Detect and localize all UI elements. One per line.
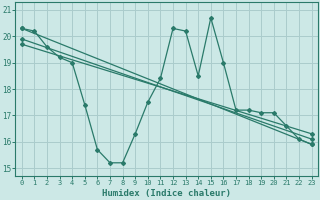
X-axis label: Humidex (Indice chaleur): Humidex (Indice chaleur): [102, 189, 231, 198]
